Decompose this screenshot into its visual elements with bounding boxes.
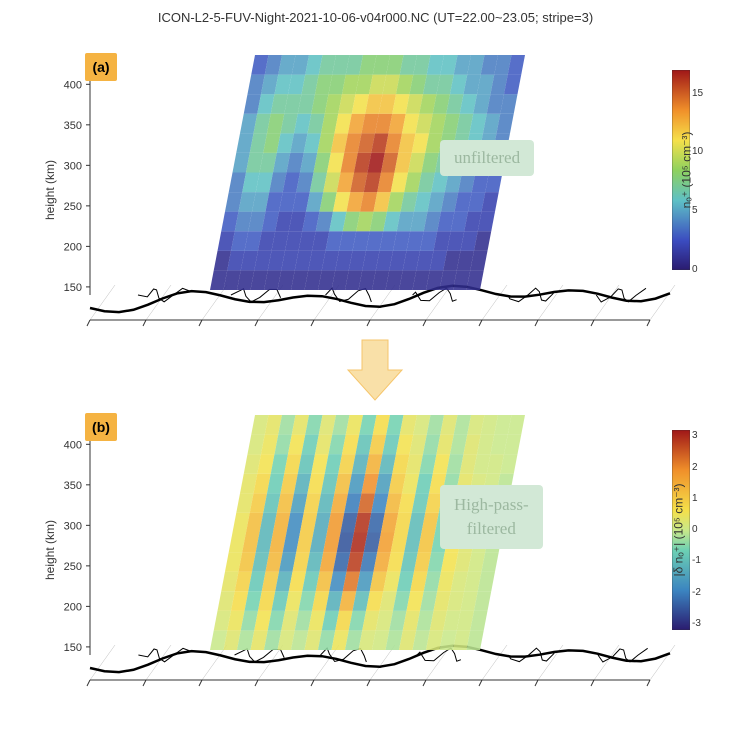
panel-b-badge: (b): [85, 413, 117, 441]
filter-label-b: High-pass-filtered: [440, 485, 543, 549]
panel-b: (b) height (km) 150200250300350400 High-…: [35, 395, 715, 705]
svg-text:200: 200: [64, 601, 82, 613]
svg-text:300: 300: [64, 160, 82, 172]
svg-text:400: 400: [64, 439, 82, 451]
svg-text:150: 150: [64, 642, 82, 654]
svg-text:150: 150: [64, 282, 82, 294]
panel-a-svg: 150 200 250 300 350 400: [35, 35, 715, 345]
svg-text:250: 250: [64, 561, 82, 573]
colorbar-b-label: |δ nₒ⁺| (10⁵ cm⁻³): [671, 483, 685, 576]
svg-text:350: 350: [64, 120, 82, 132]
panel-b-svg: 150 200 250 300 350 400: [35, 395, 715, 705]
colorbar-a-label: nₒ⁺ (10⁵ cm⁻³): [680, 132, 694, 209]
svg-text:250: 250: [64, 201, 82, 213]
filter-label-a: unfiltered: [440, 140, 534, 176]
svg-text:400: 400: [64, 79, 82, 91]
svg-text:300: 300: [64, 520, 82, 532]
panel-a-badge: (a): [85, 53, 117, 81]
figure-title: ICON-L2-5-FUV-Night-2021-10-06-v04r000.N…: [0, 10, 751, 25]
panel-a: (a) height (km) 150200250300350400 unfil…: [35, 35, 715, 345]
svg-text:350: 350: [64, 480, 82, 492]
svg-text:200: 200: [64, 241, 82, 253]
